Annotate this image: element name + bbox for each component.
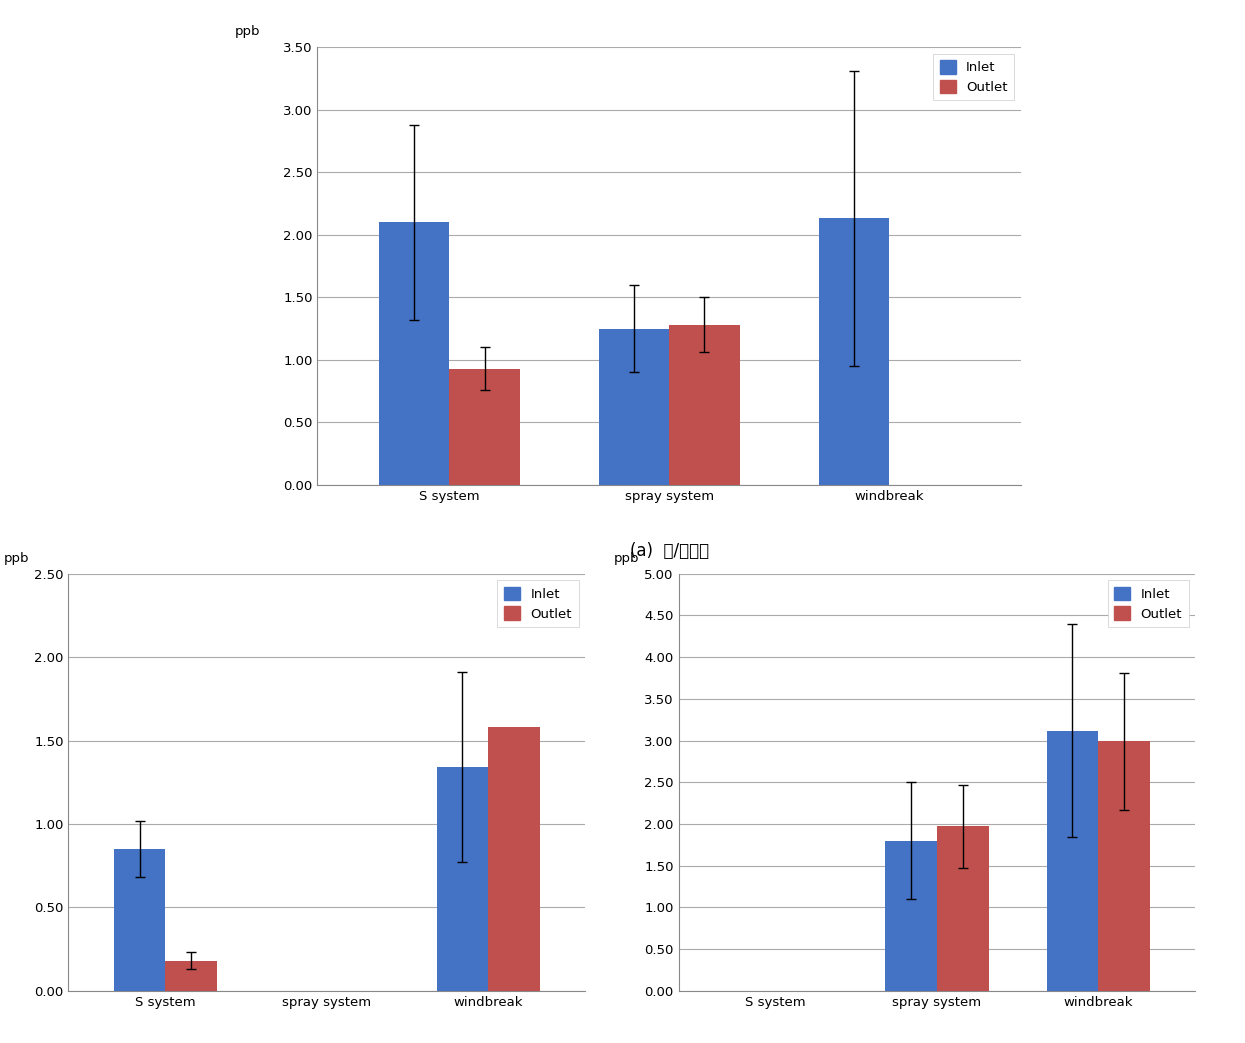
Bar bbox=[670, 324, 740, 485]
Bar bbox=[166, 961, 217, 991]
Text: (a)  봄/가을쳊: (a) 봄/가을쳊 bbox=[630, 542, 708, 560]
Bar bbox=[1098, 742, 1150, 991]
Legend: Inlet, Outlet: Inlet, Outlet bbox=[498, 580, 579, 627]
Bar bbox=[1047, 730, 1098, 991]
Bar bbox=[113, 849, 166, 991]
Bar bbox=[449, 368, 519, 485]
Bar bbox=[885, 841, 937, 991]
Y-axis label: ppb: ppb bbox=[614, 553, 640, 565]
Legend: Inlet, Outlet: Inlet, Outlet bbox=[1108, 580, 1189, 627]
Bar bbox=[488, 727, 540, 991]
Bar bbox=[937, 826, 989, 991]
Legend: Inlet, Outlet: Inlet, Outlet bbox=[934, 53, 1015, 100]
Bar bbox=[437, 768, 488, 991]
Bar bbox=[819, 218, 889, 485]
Bar bbox=[599, 329, 670, 485]
Bar bbox=[378, 222, 449, 485]
Y-axis label: ppb: ppb bbox=[234, 25, 260, 39]
Y-axis label: ppb: ppb bbox=[4, 553, 30, 565]
